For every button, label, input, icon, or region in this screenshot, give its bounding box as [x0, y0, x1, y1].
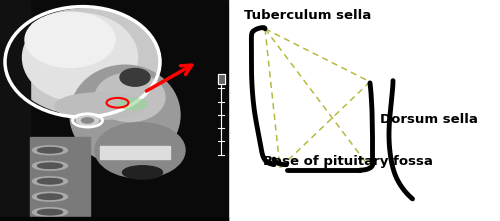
Bar: [218, 74, 224, 84]
Ellipse shape: [10, 9, 160, 115]
Ellipse shape: [118, 98, 148, 109]
Ellipse shape: [95, 73, 165, 122]
Ellipse shape: [38, 179, 62, 184]
Circle shape: [82, 118, 94, 123]
Circle shape: [76, 116, 98, 125]
Bar: [0, 0, 228, 221]
Ellipse shape: [122, 166, 162, 179]
Ellipse shape: [32, 161, 68, 170]
Text: Tuberculum sella: Tuberculum sella: [244, 9, 371, 22]
Ellipse shape: [70, 65, 180, 165]
Ellipse shape: [32, 192, 68, 201]
Ellipse shape: [38, 148, 62, 153]
Ellipse shape: [22, 13, 138, 102]
Ellipse shape: [38, 163, 62, 168]
Text: Base of pituitary fossa: Base of pituitary fossa: [262, 155, 432, 168]
Ellipse shape: [55, 93, 145, 119]
Bar: [0, 0, 30, 221]
Ellipse shape: [120, 69, 150, 86]
Bar: [30, 137, 90, 221]
Ellipse shape: [38, 210, 62, 215]
Bar: [218, 74, 225, 84]
Text: Dorsum sella: Dorsum sella: [380, 113, 478, 126]
Ellipse shape: [32, 177, 68, 186]
Ellipse shape: [25, 12, 115, 67]
Ellipse shape: [38, 194, 62, 199]
Bar: [100, 146, 170, 159]
Ellipse shape: [32, 146, 68, 155]
Ellipse shape: [32, 208, 68, 217]
Bar: [0, 217, 228, 221]
Ellipse shape: [95, 123, 185, 178]
Ellipse shape: [119, 100, 146, 110]
